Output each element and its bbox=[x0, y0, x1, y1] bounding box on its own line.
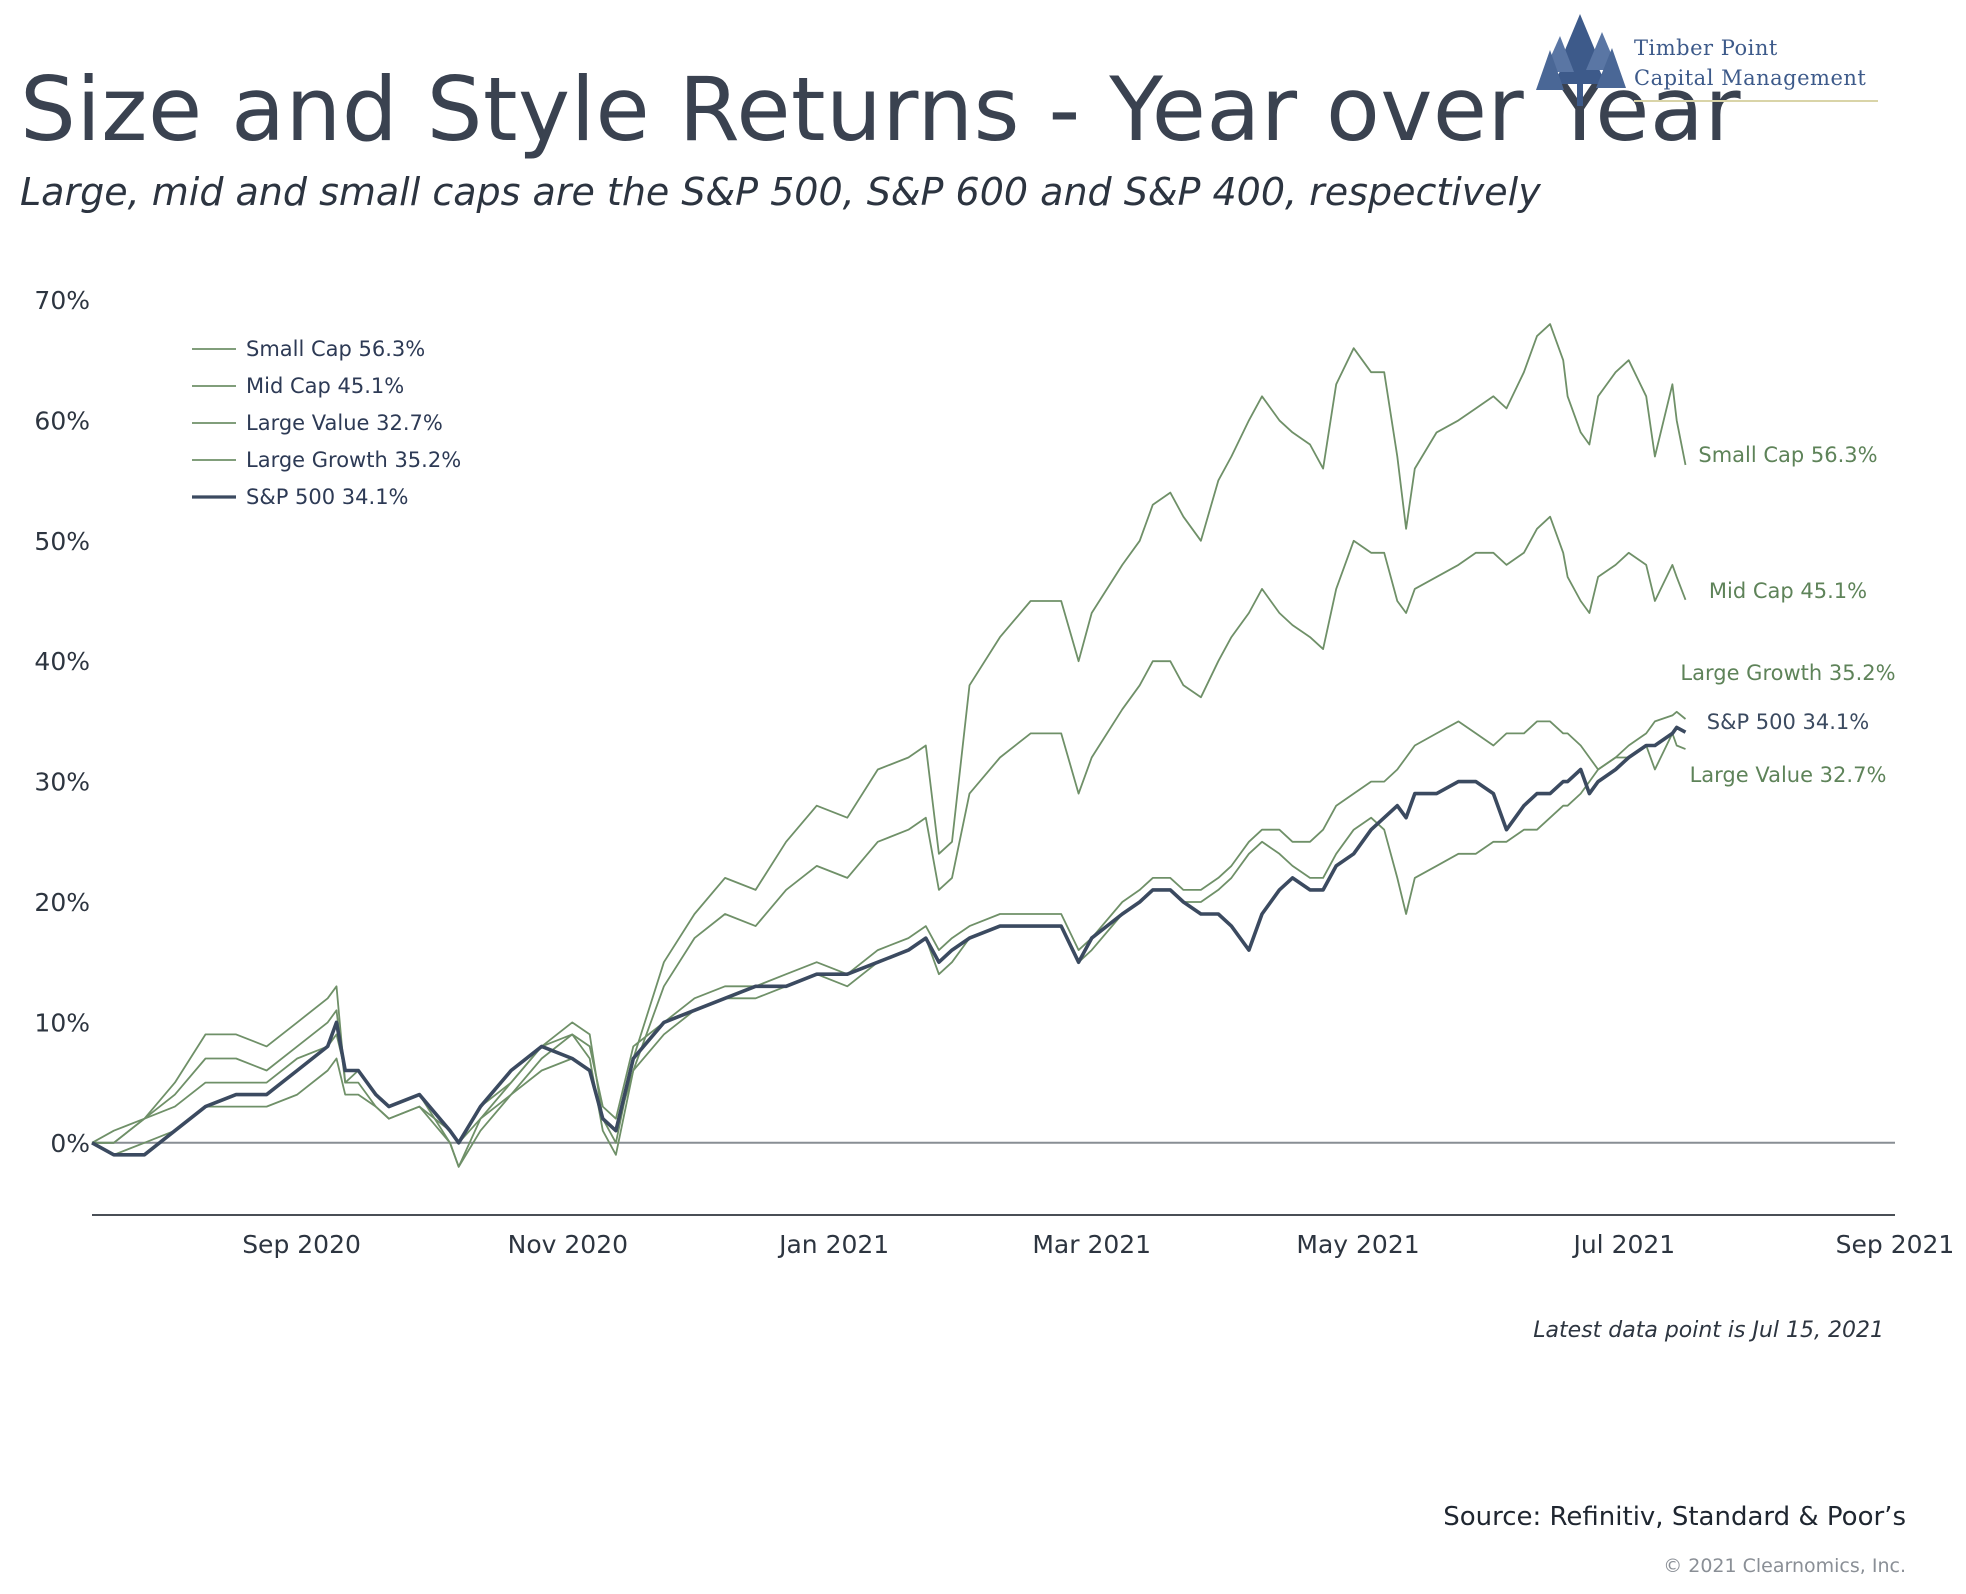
end-label: Small Cap 56.3% bbox=[1698, 443, 1877, 467]
end-label: Mid Cap 45.1% bbox=[1709, 579, 1867, 603]
x-tick-label: Nov 2020 bbox=[508, 1230, 628, 1259]
legend-label: S&P 500 34.1% bbox=[246, 485, 409, 509]
logo-line2: Capital Management bbox=[1634, 66, 1867, 90]
page-subtitle: Large, mid and small caps are the S&P 50… bbox=[20, 170, 1541, 214]
pine-trees-icon bbox=[1536, 14, 1626, 106]
source-note: Source: Refinitiv, Standard & Poor’s bbox=[1443, 1502, 1906, 1532]
y-tick-label: 60% bbox=[34, 406, 90, 435]
x-tick-label: Jan 2021 bbox=[777, 1230, 889, 1259]
legend-label: Small Cap 56.3% bbox=[246, 337, 425, 361]
series-line-large-growth bbox=[92, 710, 1687, 1144]
y-tick-label: 10% bbox=[34, 1008, 90, 1037]
legend-label: Mid Cap 45.1% bbox=[246, 374, 404, 398]
x-tick-label: Sep 2021 bbox=[1836, 1230, 1955, 1259]
y-tick-label: 70% bbox=[34, 286, 90, 315]
copyright-note: © 2021 Clearnomics, Inc. bbox=[1663, 1555, 1906, 1577]
page-title: Size and Style Returns - Year over Year bbox=[20, 58, 1742, 161]
x-tick-label: Mar 2021 bbox=[1032, 1230, 1151, 1259]
x-tick-label: May 2021 bbox=[1296, 1230, 1419, 1259]
end-label: S&P 500 34.1% bbox=[1707, 710, 1870, 734]
y-tick-label: 0% bbox=[50, 1129, 90, 1158]
y-tick-label: 30% bbox=[34, 768, 90, 797]
series-line-mid-cap bbox=[92, 515, 1687, 1168]
timber-point-logo: Timber Point Capital Management bbox=[1530, 10, 1950, 110]
y-tick-label: 40% bbox=[34, 647, 90, 676]
legend-label: Large Growth 35.2% bbox=[246, 448, 461, 472]
end-label: Large Value 32.7% bbox=[1690, 763, 1887, 787]
series-line-large-value bbox=[91, 732, 1686, 1156]
latest-data-note: Latest data point is Jul 15, 2021 bbox=[1533, 1318, 1884, 1343]
x-tick-label: Sep 2020 bbox=[242, 1230, 361, 1259]
end-label: Large Growth 35.2% bbox=[1680, 661, 1895, 685]
y-tick-label: 50% bbox=[34, 527, 90, 556]
x-tick-label: Jul 2021 bbox=[1571, 1230, 1675, 1259]
legend-label: Large Value 32.7% bbox=[246, 411, 443, 435]
logo-rule bbox=[1634, 100, 1878, 102]
y-tick-label: 20% bbox=[34, 888, 90, 917]
series-line-s-p-500 bbox=[91, 725, 1687, 1157]
logo-line1: Timber Point bbox=[1634, 36, 1778, 60]
